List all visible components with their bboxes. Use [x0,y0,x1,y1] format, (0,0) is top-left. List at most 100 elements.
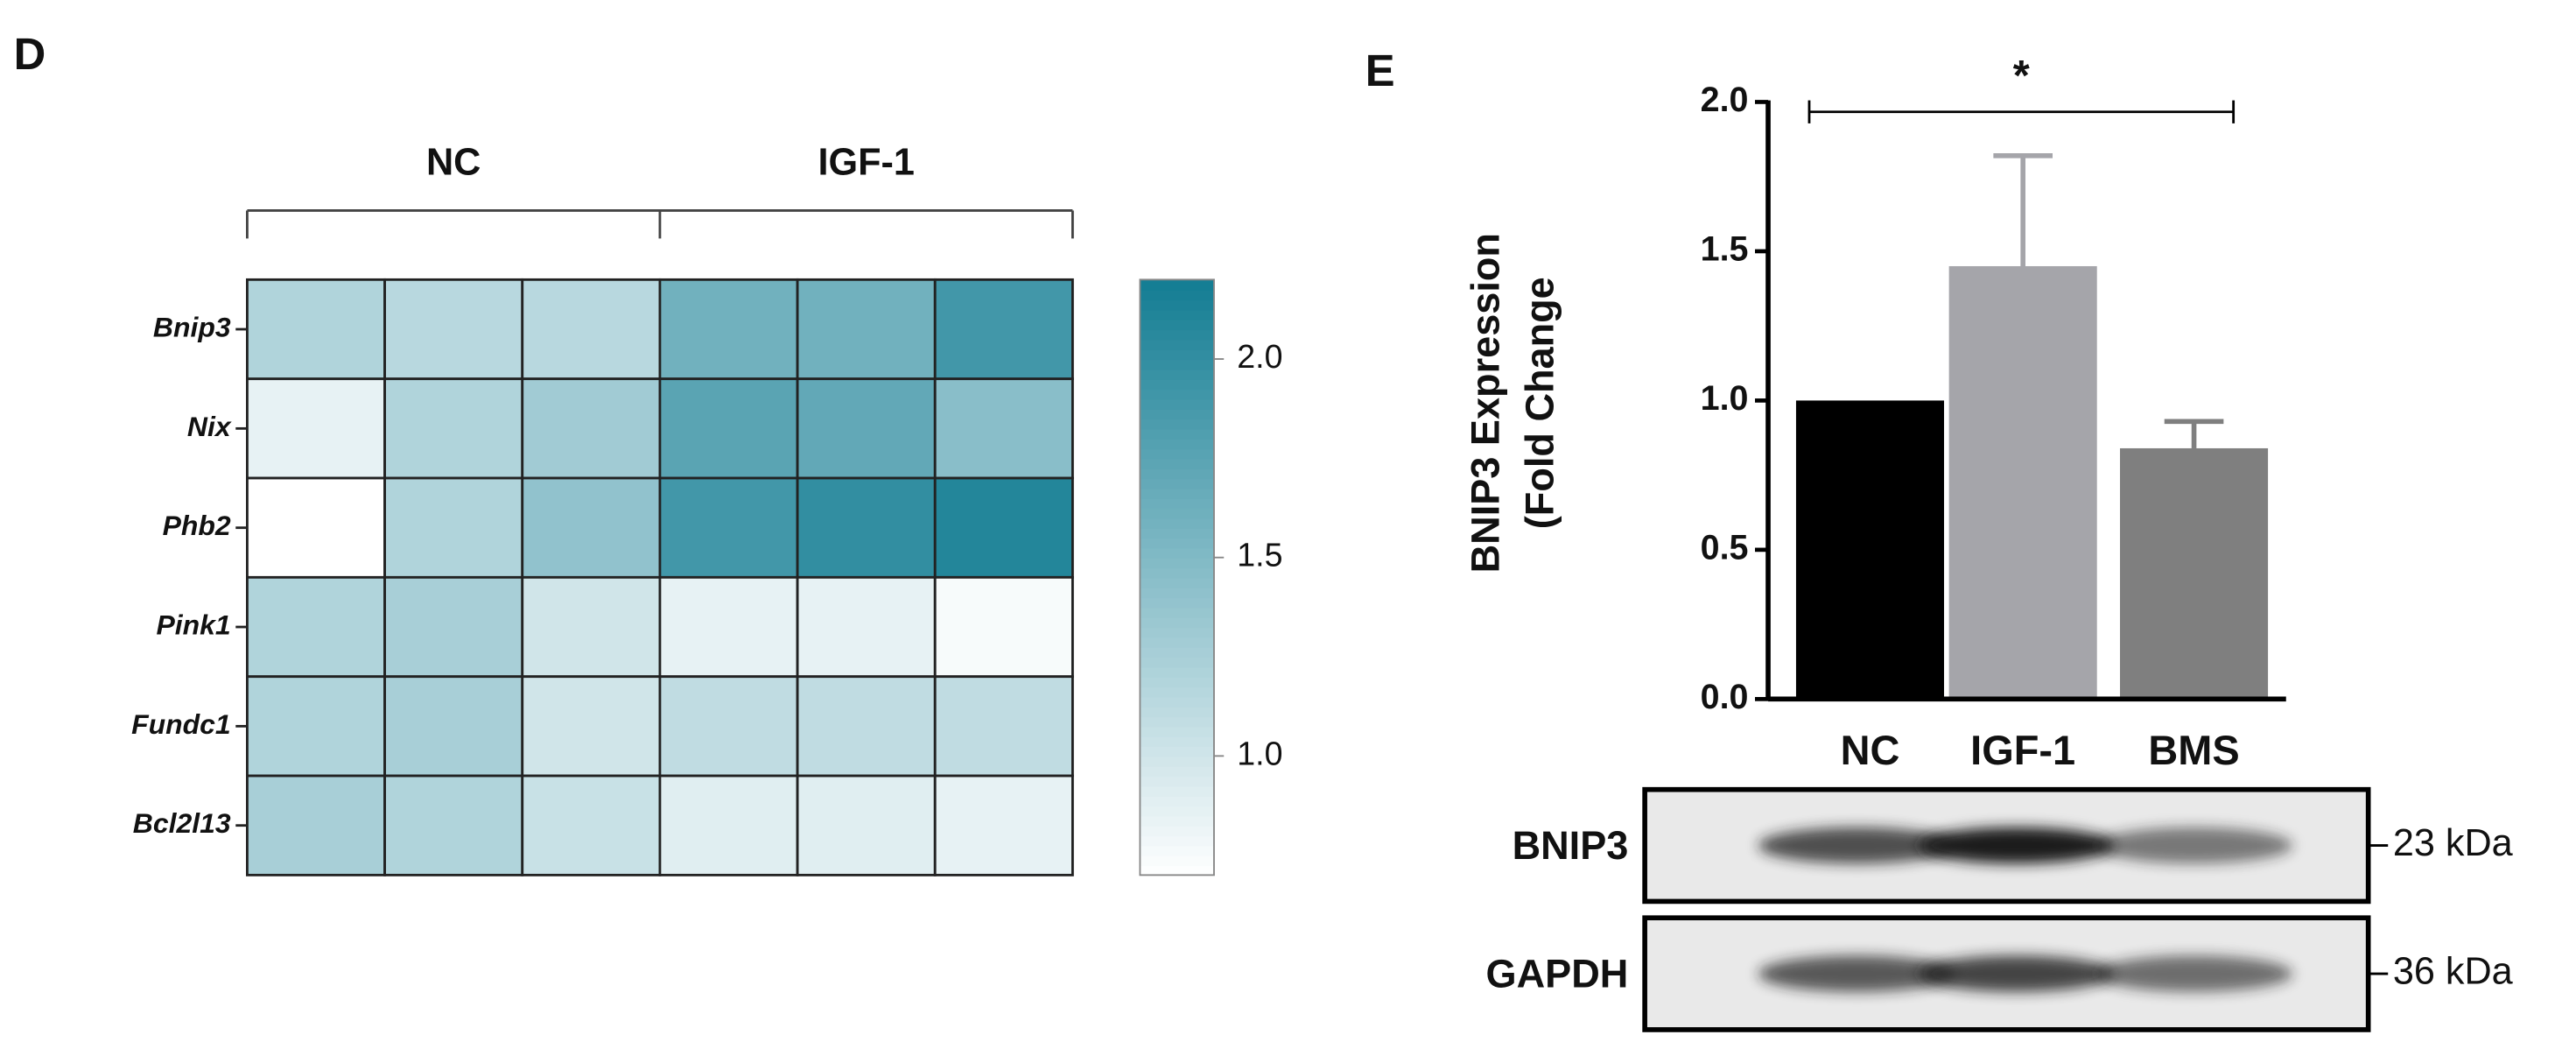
heatmap-cell [933,675,1074,778]
colorbar-step [1140,389,1214,400]
heatmap-cell [933,575,1074,679]
heatmap-cell [245,675,386,778]
blot-band [2095,955,2293,992]
colorbar-step [1140,478,1214,489]
y-tick-label: 1.5 [1701,229,1749,268]
heatmap-cell [658,377,799,480]
y-tick-label: 2.0 [1701,81,1749,119]
heatmap-cell [796,675,937,778]
colorbar-step [1140,657,1214,668]
y-tick-label: 1.0 [1701,379,1749,418]
colorbar-step [1140,348,1214,361]
significance-label: * [2013,53,2030,100]
colorbar-step [1140,547,1214,559]
heatmap-cell [796,377,937,480]
heatmap-cell [521,774,662,876]
colorbar-step [1140,776,1214,787]
group-label: NC [426,141,481,183]
row-label: Pink1 [156,609,230,640]
colorbar-step [1140,428,1214,440]
x-tick-label: BMS [2148,727,2239,773]
heatmap-cell [383,675,524,778]
blot-label: BNIP3 [1513,823,1629,868]
heatmap-cell [933,476,1074,579]
colorbar-step [1140,736,1214,748]
heatmap-cell [521,675,662,778]
colorbar-step [1140,359,1214,370]
heatmap-cell [658,476,799,579]
heatmap-cell [383,278,524,381]
blot-band [1917,955,2116,992]
colorbar-tick-label: 2.0 [1237,338,1282,375]
colorbar-step [1140,369,1214,380]
heatmap-cell [658,774,799,876]
heatmap-cell [383,774,524,876]
blot-band [2095,827,2293,864]
colorbar-step [1140,607,1214,618]
heatmap-cell [245,575,386,679]
y-tick-label: 0.0 [1701,678,1749,716]
row-label: Phb2 [163,510,231,541]
colorbar-step [1140,279,1214,291]
blot-size-label: 36 kDa [2393,950,2514,992]
colorbar-step [1140,785,1214,797]
colorbar-step [1140,497,1214,510]
bar [2120,447,2269,700]
heatmap-cell [796,575,937,679]
colorbar-step [1140,557,1214,569]
row-label: Bnip3 [153,311,231,342]
colorbar-step [1140,438,1214,450]
heatmap-cell [245,278,386,381]
blot-size-label: 23 kDa [2393,822,2514,864]
colorbar-tick-label: 1.0 [1237,735,1282,771]
heatmap-cell [933,377,1074,480]
bar [1948,265,2097,700]
blot-band [1758,827,1956,864]
colorbar-step [1140,865,1214,876]
y-axis-label: (Fold Change [1518,277,1562,529]
colorbar-step [1140,746,1214,757]
colorbar-step [1140,458,1214,469]
heatmap-cell [245,774,386,876]
heatmap-cell [383,575,524,679]
colorbar-step [1140,468,1214,480]
colorbar-step [1140,815,1214,827]
colorbar-step [1140,795,1214,807]
blot-band [1917,827,2116,864]
colorbar-step [1140,448,1214,460]
group-label: IGF-1 [818,141,914,183]
bar [1795,400,1945,700]
heatmap-cell [933,774,1074,876]
colorbar-step [1140,319,1214,331]
colorbar-step [1140,855,1214,867]
colorbar-step [1140,706,1214,718]
colorbar-step [1140,587,1214,599]
heatmap-cell [658,278,799,381]
x-tick-label: IGF-1 [1970,727,2075,773]
colorbar-step [1140,408,1214,420]
heatmap-cell [796,476,937,579]
colorbar-step [1140,508,1214,519]
heatmap-cell [521,476,662,579]
colorbar-step [1140,488,1214,499]
colorbar-step [1140,696,1214,708]
blot-label: GAPDH [1486,952,1629,996]
panel-label: D [14,29,46,79]
colorbar-step [1140,616,1214,629]
colorbar-step [1140,676,1214,688]
row-label: Nix [187,411,232,442]
heatmap-cell [933,278,1074,381]
colorbar-step [1140,716,1214,728]
colorbar-step [1140,538,1214,549]
heatmap-cell [796,278,937,381]
heatmap-cell [521,278,662,381]
colorbar-step [1140,398,1214,410]
panel-label: E [1365,46,1395,95]
colorbar-step [1140,756,1214,767]
colorbar-step [1140,765,1214,778]
colorbar-step [1140,329,1214,341]
y-axis-label: BNIP3 Expression [1463,233,1508,573]
colorbar-step [1140,637,1214,648]
heatmap-cell [245,377,386,480]
